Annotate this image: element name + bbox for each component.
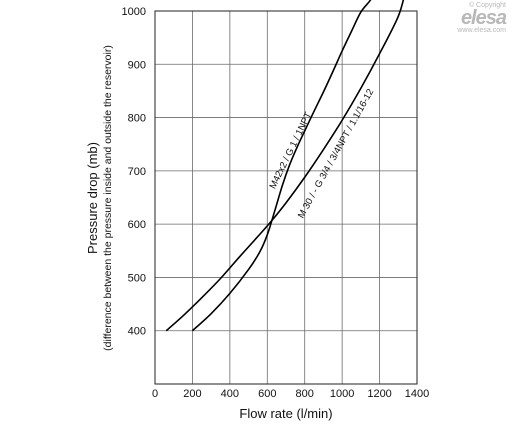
x-tick-label: 400	[221, 388, 239, 400]
x-tick-label: 800	[296, 388, 314, 400]
brand-wordmark: elesa	[460, 7, 507, 29]
x-tick-label: 1400	[405, 388, 429, 400]
y-tick-label: 600	[128, 219, 146, 231]
x-tick-label: 0	[152, 388, 158, 400]
y-tick-label: 500	[128, 272, 146, 284]
x-axis-ticks: 0 200 400 600 800 1000 1200 1400	[152, 388, 429, 400]
y-axis-subtitle: (difference between the pressure inside …	[102, 45, 114, 351]
series-line-0	[191, 0, 372, 332]
x-tick-label: 600	[258, 388, 276, 400]
x-tick-label: 1200	[367, 388, 391, 400]
x-tick-label: 200	[183, 388, 201, 400]
x-tick-label: 1000	[330, 388, 354, 400]
y-tick-label: 400	[128, 326, 146, 338]
brand-url: www.elesa.com	[457, 27, 506, 34]
plot-frame	[154, 10, 418, 385]
series-label-1: M 30 / - G 3/4 / 3/4NPT / 1.1/16-12	[296, 87, 376, 220]
y-axis-title: Pressure drop (mb)	[85, 142, 100, 254]
copyright-label: © Copyright	[468, 2, 506, 9]
chart-grid	[155, 11, 417, 384]
y-tick-label: 900	[128, 59, 146, 71]
y-tick-label: 800	[128, 113, 146, 125]
y-axis-ticks: 400 500 600 700 800 900 1000	[122, 6, 146, 338]
brand-logo: © Copyright elesa www.elesa.com	[444, 2, 507, 34]
chart-series	[165, 0, 405, 332]
y-tick-label: 700	[128, 166, 146, 178]
series-label-0: M42x2 / G 1 / 1NPT	[268, 110, 315, 190]
y-tick-label: 1000	[122, 6, 146, 18]
x-axis-title: Flow rate (l/min)	[239, 406, 332, 421]
series-line-1	[165, 0, 405, 332]
